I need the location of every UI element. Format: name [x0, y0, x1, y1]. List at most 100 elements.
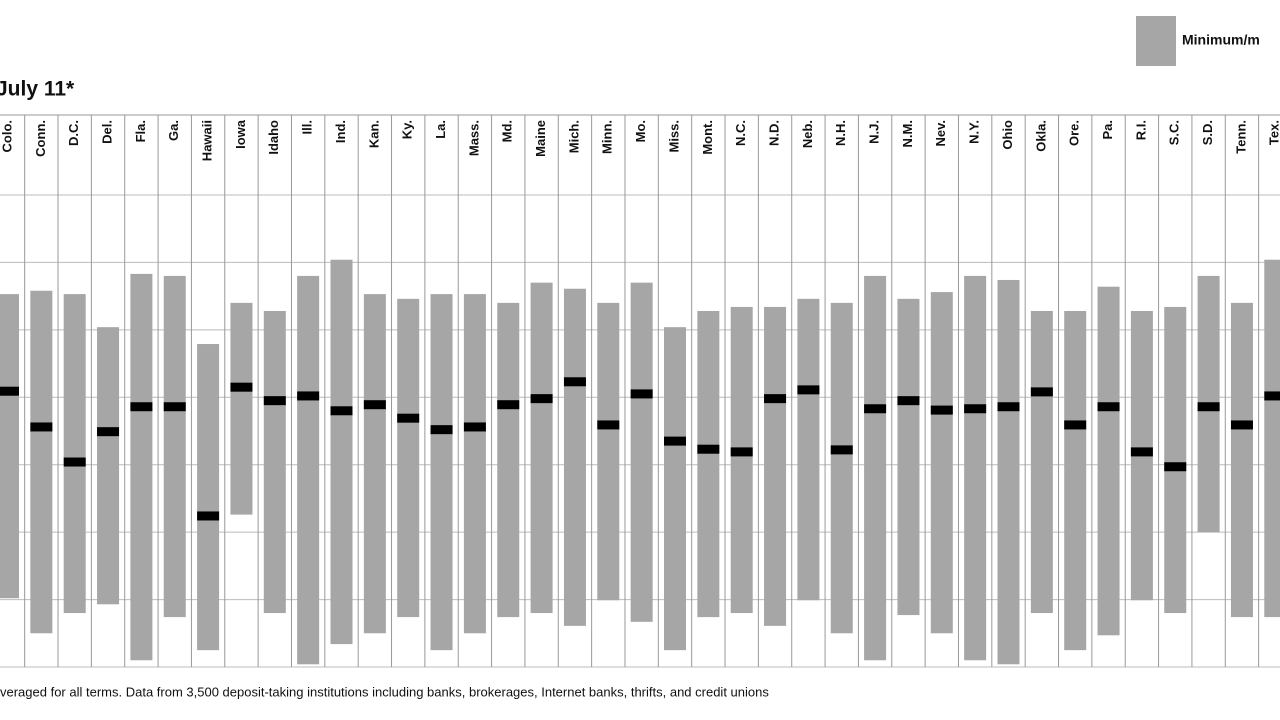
- average-marker: [764, 394, 787, 404]
- category-label: Miss.: [666, 120, 681, 153]
- category-label: N.M.: [900, 120, 915, 147]
- category-label: Md.: [500, 120, 515, 142]
- range-bar: [97, 327, 120, 605]
- category-label: R.I.: [1133, 120, 1148, 140]
- average-marker: [563, 377, 586, 387]
- average-marker: [363, 400, 386, 410]
- category-label: Maine: [533, 120, 548, 157]
- range-bar: [930, 292, 953, 634]
- average-marker: [263, 396, 286, 406]
- category-label: N.H.: [833, 120, 848, 146]
- range-bar: [830, 302, 853, 634]
- range-bar: [463, 294, 486, 634]
- average-marker: [197, 511, 220, 521]
- category-label: N.C.: [733, 120, 748, 146]
- average-marker: [297, 391, 320, 401]
- legend-label: Minimum/m: [1182, 32, 1260, 48]
- category-label: S.D.: [1200, 120, 1215, 145]
- average-marker: [930, 405, 953, 415]
- category-label: Tex.: [1267, 120, 1280, 145]
- average-marker: [864, 404, 887, 414]
- range-bar: [1064, 310, 1087, 651]
- average-marker: [1197, 402, 1220, 412]
- range-bar: [330, 259, 353, 645]
- average-marker: [1230, 420, 1253, 430]
- category-label: Nev.: [933, 120, 948, 147]
- category-label: Conn.: [33, 120, 48, 157]
- range-bar: [530, 282, 553, 614]
- category-label: Colo.: [0, 120, 14, 153]
- average-marker: [63, 457, 86, 467]
- category-label: S.C.: [1167, 120, 1182, 145]
- range-bar: [497, 302, 520, 618]
- category-label: Mass.: [466, 120, 481, 156]
- category-label: Okla.: [1033, 120, 1048, 152]
- average-marker: [530, 394, 553, 404]
- category-label: Ind.: [333, 120, 348, 143]
- average-marker: [997, 402, 1020, 412]
- average-marker: [830, 445, 853, 455]
- category-label: Iowa: [233, 119, 248, 149]
- legend-swatch: [1136, 16, 1176, 66]
- category-label: Neb.: [800, 120, 815, 148]
- average-marker: [797, 385, 820, 395]
- range-bar: [430, 294, 453, 651]
- category-label: Fla.: [133, 120, 148, 142]
- average-marker: [697, 444, 720, 454]
- range-bar: [864, 275, 887, 661]
- range-bar: [297, 275, 320, 665]
- category-label: N.Y.: [967, 120, 982, 144]
- range-bar: [1097, 286, 1120, 636]
- range-bar: [630, 282, 653, 622]
- average-marker: [1164, 462, 1187, 472]
- range-bar: [797, 298, 820, 601]
- category-label: Kan.: [366, 120, 381, 148]
- range-bar: [597, 302, 620, 601]
- footnote: veraged for all terms. Data from 3,500 d…: [0, 684, 769, 699]
- average-marker: [430, 425, 453, 435]
- average-marker: [330, 406, 353, 416]
- category-label: Pa.: [1100, 120, 1115, 140]
- average-marker: [0, 386, 19, 396]
- range-bar: [230, 302, 253, 515]
- range-bar: [1030, 310, 1053, 614]
- average-marker: [664, 436, 686, 446]
- range-bar: [730, 306, 753, 614]
- average-marker: [1030, 387, 1053, 397]
- range-bar: [0, 294, 19, 599]
- range-bar: [997, 279, 1020, 665]
- average-marker: [230, 382, 253, 392]
- chart-title: July 11*: [0, 78, 75, 101]
- range-bar: [263, 310, 286, 614]
- category-label: Tenn.: [1233, 120, 1248, 154]
- average-marker: [163, 402, 186, 412]
- average-marker: [1264, 391, 1280, 401]
- range-bar: [764, 306, 787, 626]
- average-marker: [897, 396, 920, 406]
- average-marker: [97, 427, 120, 437]
- range-bar: [664, 327, 686, 651]
- category-label: D.C.: [66, 120, 81, 146]
- category-label: Idaho: [266, 120, 281, 155]
- category-label: Ky.: [400, 120, 415, 139]
- range-bar: [63, 294, 86, 614]
- range-bar: [363, 294, 386, 634]
- category-label: Ohio: [1000, 120, 1015, 150]
- range-bar: [563, 288, 586, 626]
- average-marker: [597, 420, 620, 430]
- category-label: Mich.: [566, 120, 581, 153]
- range-bar: [1264, 259, 1280, 618]
- category-label: Del.: [99, 120, 114, 144]
- range-bar: [697, 310, 720, 618]
- category-label: Minn.: [600, 120, 615, 154]
- average-marker: [1097, 402, 1120, 412]
- range-bar: [30, 290, 53, 634]
- category-label: N.D.: [766, 120, 781, 146]
- average-marker: [397, 413, 420, 423]
- average-marker: [463, 422, 486, 432]
- average-marker: [1130, 447, 1153, 457]
- category-label: Hawaii: [200, 120, 215, 161]
- average-marker: [730, 447, 753, 457]
- range-bar: [1164, 306, 1187, 614]
